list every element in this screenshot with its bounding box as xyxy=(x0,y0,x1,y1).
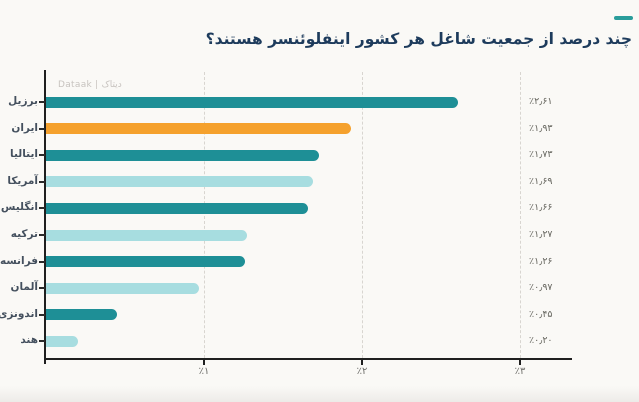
country-label: ترکیه xyxy=(10,228,38,240)
country-label: ایران xyxy=(11,121,38,134)
value-label: ٪۱٫۲۶ xyxy=(529,255,553,267)
value-label: ٪۰٫۲۰ xyxy=(529,335,553,347)
bar xyxy=(46,123,351,135)
y-axis-line xyxy=(44,70,46,364)
row-axis-tick xyxy=(39,340,45,343)
row-axis-tick xyxy=(39,101,45,103)
gridline xyxy=(362,72,363,358)
value-label: ٪۱٫۷۳ xyxy=(529,149,553,161)
row-axis-tick xyxy=(39,313,45,316)
bar xyxy=(46,229,247,241)
row-axis-tick xyxy=(39,260,45,263)
x-axis-line xyxy=(44,358,572,360)
x-axis-tick xyxy=(361,360,363,365)
x-axis-tick xyxy=(519,360,521,365)
bar xyxy=(46,202,308,214)
row-axis-tick xyxy=(39,234,45,236)
chart-title: چند درصد از جمعیت شاغل هر کشور اینفلوئنس… xyxy=(205,30,632,48)
country-label: انگلیس xyxy=(0,201,38,214)
dataak-watermark: Dataak | دیتاک xyxy=(58,80,122,90)
value-label: ٪۱٫۲۷ xyxy=(529,229,553,240)
x-tick-label: ٪۱ xyxy=(198,366,210,377)
gridline xyxy=(520,72,521,358)
country-label: هند xyxy=(20,334,38,347)
row-axis-tick xyxy=(39,207,45,210)
bar xyxy=(46,335,78,347)
value-label: ٪۱٫۶۶ xyxy=(529,202,553,214)
country-label: فرانسه xyxy=(0,254,38,267)
x-axis-tick xyxy=(203,360,205,365)
value-label: ٪۱٫۶۹ xyxy=(529,175,553,187)
row-axis-tick xyxy=(39,127,45,130)
gridline xyxy=(204,72,205,358)
row-axis-tick xyxy=(39,154,45,157)
value-label: ٪۰٫۹۷ xyxy=(529,282,553,294)
country-label: ایتالیا xyxy=(10,148,38,161)
bar xyxy=(46,176,313,188)
row-axis-tick xyxy=(39,287,45,290)
bar xyxy=(46,149,319,161)
x-tick-label: ٪۲ xyxy=(356,366,368,377)
value-label: ٪۲٫۶۱ xyxy=(529,96,553,107)
value-label: ٪۱٫۹۳ xyxy=(529,122,553,134)
bar xyxy=(46,282,199,294)
country-label: اندونزی xyxy=(0,307,38,320)
bar xyxy=(46,96,458,108)
value-label: ٪۰٫۴۵ xyxy=(529,308,553,320)
country-label: آلمان xyxy=(10,281,39,294)
country-label: برزیل xyxy=(8,95,38,107)
country-label: آمریکا xyxy=(7,174,38,187)
row-axis-tick xyxy=(39,180,45,183)
x-tick-label: ٪۳ xyxy=(514,366,526,377)
accent-dash-decoration xyxy=(614,16,633,20)
bar xyxy=(46,309,117,321)
bar xyxy=(46,256,245,268)
